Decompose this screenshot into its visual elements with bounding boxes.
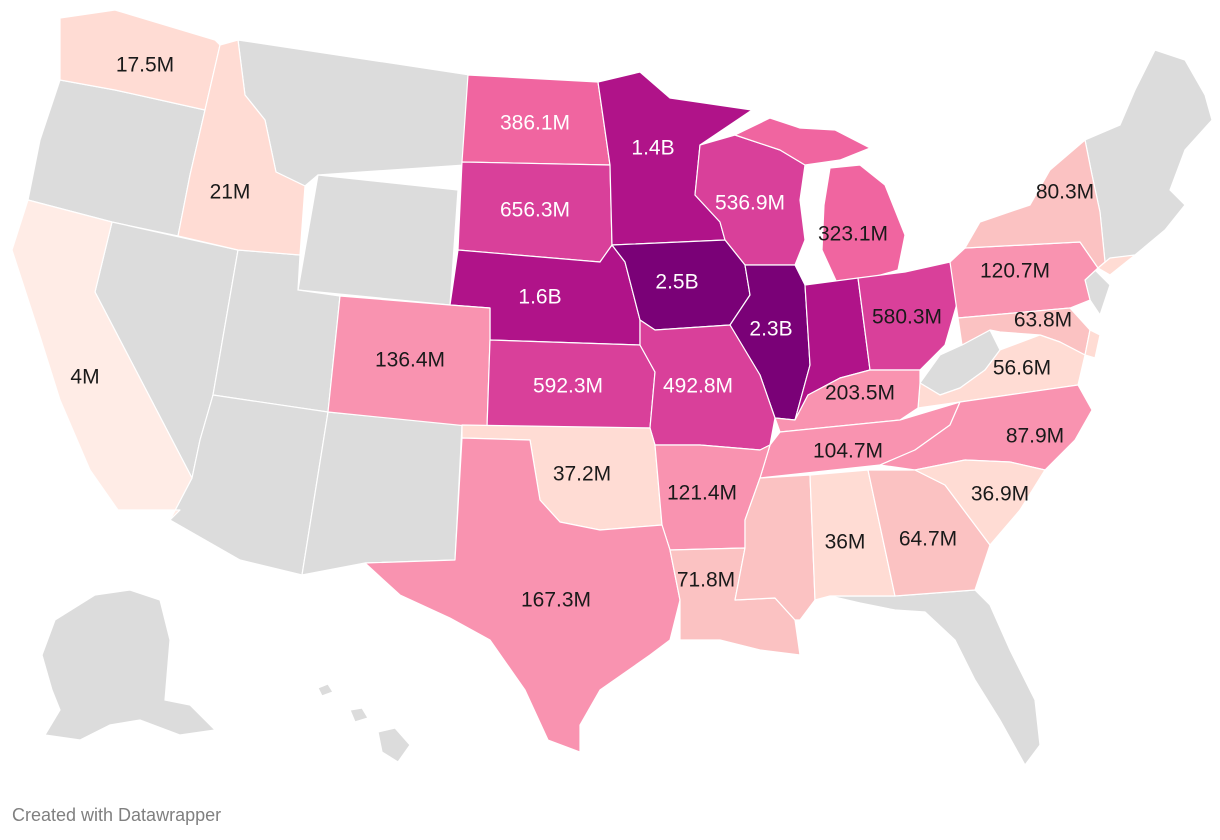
state-south-carolina[interactable] — [914, 459, 1046, 546]
state-hawaii-maui[interactable] — [349, 707, 369, 723]
label-illinois: 2.3B — [749, 318, 792, 341]
label-minnesota: 1.4B — [631, 137, 674, 160]
label-louisiana: 71.8M — [677, 569, 735, 592]
value-labels: 17.5M 21M 4M 386.1M 656.3M 1.4B 536.9M 3… — [70, 54, 1094, 612]
label-north-carolina: 87.9M — [1006, 425, 1064, 448]
label-new-york: 80.3M — [1036, 181, 1094, 204]
label-colorado: 136.4M — [375, 349, 445, 372]
label-washington: 17.5M — [116, 54, 174, 77]
state-hawaii-oahu[interactable] — [317, 683, 334, 697]
label-california: 4M — [70, 366, 99, 389]
label-kentucky: 203.5M — [825, 382, 895, 405]
state-new-mexico[interactable] — [301, 411, 463, 576]
label-iowa: 2.5B — [655, 271, 698, 294]
state-florida[interactable] — [829, 589, 1041, 767]
label-nebraska: 1.6B — [518, 286, 561, 309]
label-alabama: 36M — [825, 531, 866, 554]
datawrapper-credit: Created with Datawrapper — [12, 805, 222, 825]
label-arkansas: 121.4M — [667, 482, 737, 505]
state-idaho[interactable] — [177, 39, 306, 256]
state-alabama[interactable] — [809, 469, 896, 601]
label-missouri: 492.8M — [663, 375, 733, 398]
label-oklahoma: 37.2M — [553, 463, 611, 486]
state-california[interactable] — [11, 199, 193, 521]
state-new-england[interactable] — [1084, 49, 1213, 263]
state-michigan-lower[interactable] — [821, 164, 906, 286]
label-texas: 167.3M — [521, 589, 591, 612]
label-tennessee: 104.7M — [813, 440, 883, 463]
label-north-dakota: 386.1M — [500, 112, 570, 135]
label-south-carolina: 36.9M — [971, 483, 1029, 506]
state-texas[interactable] — [364, 437, 681, 753]
state-delaware[interactable] — [1084, 329, 1101, 359]
us-choropleth-map: 17.5M 21M 4M 386.1M 656.3M 1.4B 536.9M 3… — [11, 9, 1213, 767]
state-new-jersey[interactable] — [1097, 254, 1136, 276]
label-south-dakota: 656.3M — [500, 199, 570, 222]
state-alaska[interactable] — [41, 589, 217, 741]
label-maryland: 63.8M — [1014, 309, 1072, 332]
label-wisconsin: 536.9M — [715, 192, 785, 215]
label-kansas: 592.3M — [533, 375, 603, 398]
label-pennsylvania: 120.7M — [980, 260, 1050, 283]
state-michigan-upper[interactable] — [734, 117, 871, 166]
label-michigan: 323.1M — [818, 223, 888, 246]
no-data-states — [27, 39, 1213, 767]
label-idaho: 21M — [210, 181, 251, 204]
colored-states — [11, 9, 1136, 753]
label-georgia: 64.7M — [899, 528, 957, 551]
label-ohio: 580.3M — [872, 306, 942, 329]
state-kentucky[interactable] — [774, 369, 921, 433]
state-hawaii-big-island[interactable] — [377, 727, 411, 763]
state-new-york[interactable] — [964, 139, 1106, 269]
label-virginia: 56.6M — [993, 357, 1051, 380]
state-wyoming[interactable] — [297, 174, 459, 306]
